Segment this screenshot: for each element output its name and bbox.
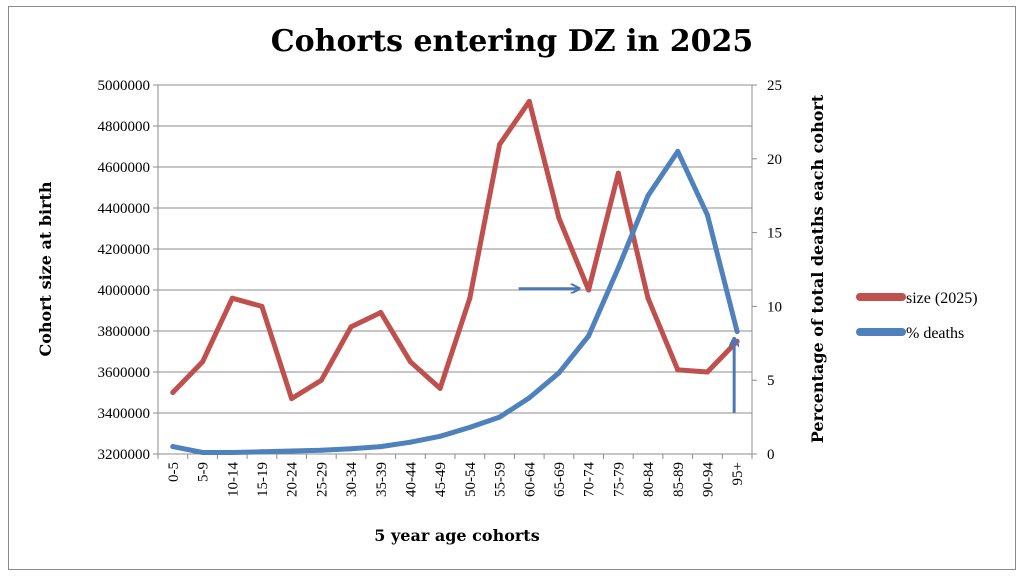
- legend-label: % deaths: [906, 325, 964, 342]
- y2-tick-label: 5: [767, 373, 775, 389]
- data-point: [437, 385, 443, 391]
- x-tick-label: 65-69: [552, 462, 568, 497]
- y-tick-label: 4000000: [98, 283, 151, 299]
- data-point: [318, 377, 324, 383]
- y2-tick-label: 15: [767, 226, 782, 242]
- y2-axis-title: Percentage of total deaths each cohort: [808, 94, 827, 443]
- series-line: [170, 148, 740, 455]
- data-point: [615, 265, 621, 271]
- x-tick-label: 80-84: [641, 462, 657, 497]
- chart-title: Cohorts entering DZ in 2025: [271, 24, 754, 59]
- y-tick-label: 4600000: [98, 160, 151, 176]
- x-tick-label: 25-29: [314, 462, 330, 497]
- series-layer: [170, 98, 740, 456]
- x-tick-label: 95+: [730, 462, 746, 485]
- x-tick-label: 45-49: [433, 462, 449, 497]
- data-point: [675, 148, 681, 154]
- x-tick-label: 85-89: [671, 462, 687, 497]
- data-point: [437, 433, 443, 439]
- data-point: [318, 447, 324, 453]
- data-point: [170, 444, 176, 450]
- data-point: [526, 98, 532, 104]
- y-axis-title: Cohort size at birth: [36, 181, 55, 356]
- y-tick-label: 3200000: [98, 447, 151, 463]
- x-tick-label: 20-24: [285, 462, 301, 497]
- chart-frame: Cohorts entering DZ in 2025 3200000 34000…: [8, 6, 1016, 570]
- series-line: [170, 98, 740, 402]
- data-point: [645, 193, 651, 199]
- y2-tick-label: 0: [767, 447, 775, 463]
- data-point: [378, 444, 384, 450]
- x-tick-label: 0-5: [166, 462, 182, 482]
- data-point: [170, 390, 176, 395]
- y-tick-label: 4400000: [98, 201, 151, 217]
- data-point: [734, 328, 740, 334]
- left-axis-ticks: 3200000 3400000 3600000 3800000 4000000 42000…: [98, 78, 158, 463]
- data-point: [497, 414, 503, 420]
- data-point: [348, 324, 354, 330]
- x-tick-label: 50-54: [463, 462, 479, 497]
- data-point: [586, 333, 592, 339]
- data-point: [556, 370, 562, 376]
- x-axis-title: 5 year age cohorts: [374, 526, 539, 545]
- data-point: [556, 215, 562, 221]
- x-tick-label: 70-74: [582, 462, 598, 497]
- x-tick-label: 30-34: [344, 462, 360, 497]
- x-tick-label: 15-19: [255, 462, 271, 497]
- data-point: [615, 170, 621, 176]
- data-point: [467, 424, 473, 430]
- data-point: [378, 310, 384, 316]
- x-tick-label: 60-64: [522, 462, 538, 497]
- x-tick-label: 90-94: [700, 462, 716, 497]
- y-tick-label: 3400000: [98, 406, 151, 422]
- legend: size (2025) % deaths: [856, 290, 978, 342]
- data-point: [407, 439, 413, 445]
- x-tick-label: 5-9: [196, 462, 212, 482]
- data-point: [259, 449, 265, 455]
- annotations: [518, 289, 735, 413]
- x-tick-label: 10-14: [225, 462, 241, 497]
- data-point: [289, 448, 295, 454]
- y-tick-label: 4200000: [98, 242, 151, 258]
- y2-tick-label: 20: [767, 152, 782, 168]
- gridlines: [158, 84, 752, 455]
- data-point: [229, 295, 235, 301]
- data-point: [348, 446, 354, 452]
- data-point: [645, 295, 651, 301]
- x-tick-label: 75-79: [611, 462, 627, 497]
- y-tick-label: 4800000: [98, 119, 151, 135]
- x-axis-ticks: 0-5 5-9 10-14 15-19 20-24 25-29 30-34 35-39 40-4…: [157, 454, 753, 497]
- data-point: [675, 367, 681, 373]
- data-point: [289, 396, 295, 402]
- y-tick-label: 3600000: [98, 365, 151, 381]
- data-point: [526, 395, 532, 401]
- line-chart: Cohorts entering DZ in 2025 3200000 34000…: [36, 24, 978, 545]
- data-point: [467, 295, 473, 301]
- x-tick-label: 55-59: [493, 462, 509, 497]
- y-tick-label: 3800000: [98, 324, 151, 340]
- y-tick-label: 5000000: [98, 78, 151, 94]
- axes: [157, 85, 753, 455]
- data-point: [200, 450, 206, 456]
- data-point: [259, 303, 265, 309]
- x-tick-label: 40-44: [403, 462, 419, 497]
- legend-label: size (2025): [906, 290, 978, 307]
- data-point: [497, 141, 503, 147]
- data-point: [704, 369, 710, 375]
- data-point: [586, 287, 592, 293]
- data-point: [229, 450, 235, 456]
- data-point: [407, 359, 413, 365]
- data-point: [200, 359, 206, 365]
- x-tick-label: 35-39: [374, 462, 390, 497]
- right-axis-ticks: 0 5 10 15 20 25: [752, 78, 782, 463]
- data-point: [704, 212, 710, 218]
- y2-tick-label: 25: [767, 78, 782, 94]
- y2-tick-label: 10: [767, 299, 782, 315]
